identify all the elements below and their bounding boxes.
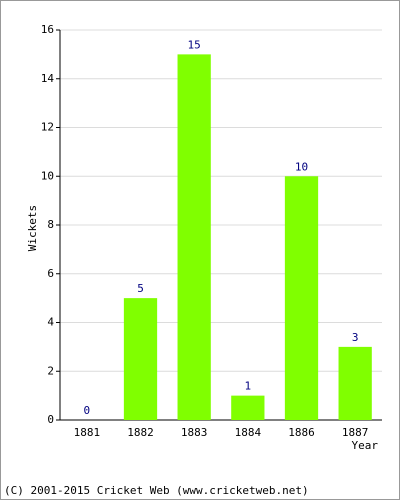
value-label: 3 <box>352 331 359 344</box>
y-tick-label: 16 <box>41 23 54 36</box>
footer: (C) 2001-2015 Cricket Web (www.cricketwe… <box>4 484 309 497</box>
x-tick-label: 1886 <box>288 426 315 439</box>
x-tick-label: 1883 <box>181 426 208 439</box>
y-tick-label: 14 <box>41 72 55 85</box>
y-tick-label: 4 <box>47 316 54 329</box>
x-tick-label: 1881 <box>74 426 101 439</box>
y-tick-label: 10 <box>41 169 54 182</box>
value-label: 0 <box>84 404 91 417</box>
y-tick-label: 12 <box>41 121 54 134</box>
value-label: 1 <box>245 380 252 393</box>
x-tick-label: 1887 <box>342 426 369 439</box>
x-axis-label: Year <box>352 439 379 452</box>
value-label: 5 <box>137 282 144 295</box>
value-label: 15 <box>188 38 201 51</box>
value-label: 10 <box>295 160 308 173</box>
y-tick-label: 8 <box>47 218 54 231</box>
bar <box>177 54 211 420</box>
y-tick-label: 0 <box>47 413 54 426</box>
y-axis-label: Wickets <box>26 205 39 251</box>
x-tick-label: 1882 <box>127 426 154 439</box>
y-tick-label: 2 <box>47 364 54 377</box>
bar <box>231 395 265 420</box>
y-tick-label: 6 <box>47 267 54 280</box>
bar <box>338 346 372 420</box>
x-tick-label: 1884 <box>235 426 262 439</box>
bar <box>123 298 158 420</box>
bar <box>284 176 319 420</box>
